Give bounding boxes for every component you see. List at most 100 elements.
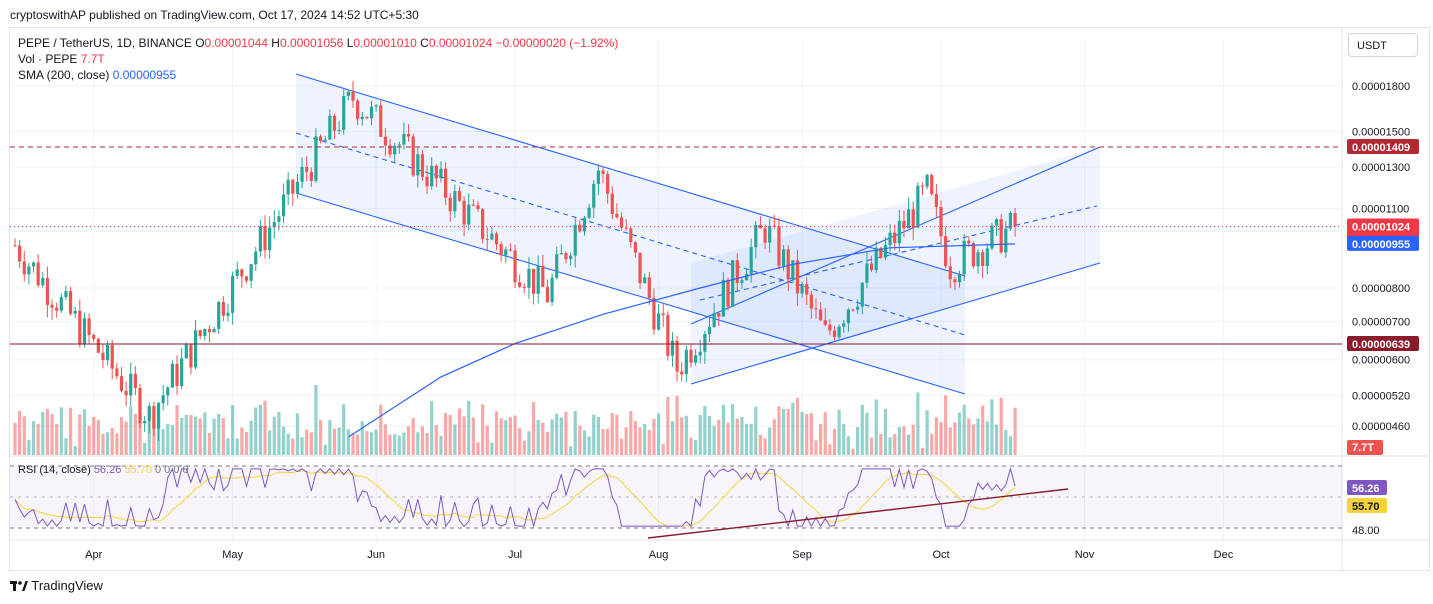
candle-body bbox=[18, 245, 22, 262]
time-axis[interactable]: Apr May Jun Jul Aug Sep Oct Nov Dec bbox=[85, 549, 1234, 561]
price-axis[interactable]: 0.00001800 0.00001500 0.00001300 0.00001100… bbox=[1347, 81, 1419, 537]
candle-body bbox=[277, 216, 281, 222]
volume-bar bbox=[55, 423, 59, 455]
candle-body bbox=[652, 297, 656, 330]
volume-bar bbox=[536, 420, 540, 455]
candle-body bbox=[286, 179, 290, 195]
candle-body bbox=[22, 261, 26, 275]
volume-bar bbox=[286, 433, 290, 455]
volume-badge-text: 7.7T bbox=[1352, 442, 1374, 454]
candle-body bbox=[837, 326, 841, 338]
volume-bar bbox=[467, 400, 471, 455]
volume-label[interactable]: Vol · PEPE bbox=[18, 52, 78, 66]
candle-body bbox=[911, 209, 915, 228]
candle-body bbox=[291, 179, 295, 194]
candle-body bbox=[814, 308, 818, 310]
currency-button[interactable]: USDT bbox=[1348, 33, 1418, 57]
volume-bar bbox=[513, 415, 517, 455]
candle-body bbox=[124, 390, 128, 396]
candle-body bbox=[351, 91, 355, 101]
candle-body bbox=[740, 280, 744, 284]
candle-body bbox=[13, 245, 17, 247]
candle-body bbox=[393, 145, 397, 155]
candle-body bbox=[397, 144, 401, 146]
volume-bar bbox=[772, 419, 776, 455]
volume-bar bbox=[768, 427, 772, 455]
candle-body bbox=[406, 133, 411, 137]
ascending-channel-bottom bbox=[690, 262, 1101, 385]
candle-body bbox=[434, 165, 438, 179]
volume-bar bbox=[221, 418, 225, 455]
volume-bar bbox=[133, 413, 137, 455]
volume-bar bbox=[263, 400, 267, 455]
candle-body bbox=[967, 240, 971, 244]
volume-bar bbox=[601, 429, 605, 455]
volume-bar bbox=[494, 411, 499, 455]
tradingview-footer[interactable]: TradingView bbox=[10, 578, 103, 593]
volume-bar bbox=[439, 435, 443, 455]
rsi-label[interactable]: RSI (14, close) bbox=[18, 464, 91, 476]
volume-bar bbox=[846, 436, 850, 455]
candle-body bbox=[721, 279, 725, 317]
candle-body bbox=[754, 225, 758, 248]
candle-body bbox=[92, 334, 96, 339]
volume-bar bbox=[999, 397, 1003, 455]
price-tick-label: 0.00000800 bbox=[1352, 283, 1410, 295]
candle-body bbox=[156, 403, 161, 429]
volume-bar bbox=[281, 426, 286, 455]
volume-bar bbox=[106, 432, 110, 455]
candle-body bbox=[129, 373, 133, 396]
candle-body bbox=[272, 221, 276, 228]
volume-bar bbox=[92, 416, 96, 455]
candle-body bbox=[328, 115, 332, 140]
volume-bar bbox=[545, 431, 550, 455]
volume-bar bbox=[356, 434, 360, 455]
candle-body bbox=[763, 228, 767, 243]
volume-bar bbox=[985, 421, 989, 455]
volume-bar bbox=[82, 409, 87, 455]
candle-body bbox=[490, 233, 494, 240]
candle-body bbox=[578, 224, 582, 232]
volume-bar bbox=[346, 429, 350, 455]
volume-bar bbox=[184, 414, 188, 455]
volume-bar bbox=[231, 405, 235, 455]
candle-body bbox=[666, 315, 670, 356]
high-label: H bbox=[271, 36, 280, 50]
volume-bar bbox=[712, 425, 716, 455]
volume-bar bbox=[471, 417, 475, 455]
sma-value: 0.00000955 bbox=[112, 68, 177, 82]
candle-body bbox=[332, 115, 337, 131]
channel-drawings[interactable] bbox=[295, 73, 1101, 395]
volume-bar bbox=[180, 417, 184, 455]
candle-body bbox=[342, 96, 346, 130]
volume-bar bbox=[647, 430, 651, 455]
volume-bar bbox=[448, 414, 452, 455]
sma-label[interactable]: SMA (200, close) bbox=[18, 68, 110, 82]
volume-bar bbox=[416, 432, 420, 455]
volume-bar bbox=[78, 414, 82, 455]
horizontal-lines[interactable] bbox=[10, 146, 1342, 345]
candle-body bbox=[781, 249, 786, 266]
candle-body bbox=[573, 224, 577, 256]
symbol-title[interactable]: PEPE / TetherUS, 1D, BINANCE bbox=[18, 36, 192, 50]
candle-body bbox=[656, 313, 661, 330]
candle-body bbox=[675, 340, 679, 372]
volume-bar bbox=[791, 402, 795, 455]
volume-bar bbox=[328, 420, 332, 455]
volume-bar bbox=[684, 415, 688, 455]
volume-bar bbox=[925, 410, 929, 455]
volume-bar bbox=[735, 418, 739, 455]
rsi-trendline bbox=[647, 488, 1069, 539]
volume-bar bbox=[50, 414, 54, 455]
tradingview-logo-icon bbox=[10, 581, 28, 591]
candle-body bbox=[823, 320, 827, 325]
candle-body bbox=[661, 313, 665, 316]
volume-bar bbox=[670, 421, 675, 455]
volume-bar bbox=[874, 399, 878, 455]
volume-bar bbox=[453, 424, 457, 455]
volume-bar bbox=[930, 434, 934, 455]
price-label-text: 0.00001409 bbox=[1352, 142, 1410, 154]
candle-body bbox=[50, 304, 54, 308]
rsi-badge-text: 56.26 bbox=[1352, 483, 1380, 495]
